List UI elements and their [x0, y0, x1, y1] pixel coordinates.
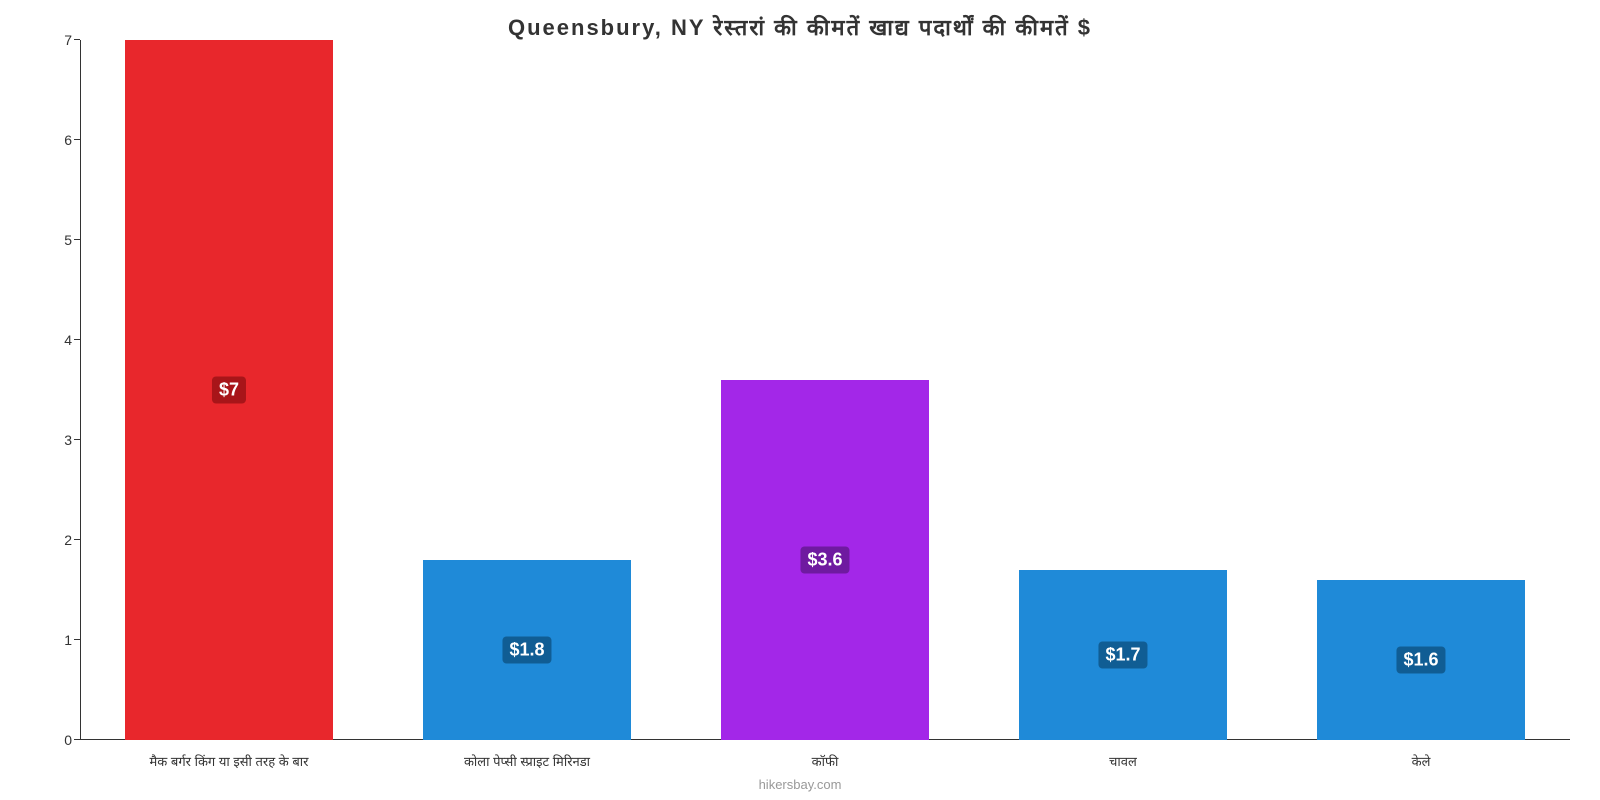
bar-label-3: $1.7 [1098, 642, 1147, 669]
bar-label-0: $7 [212, 377, 246, 404]
x-label-0: मैक बर्गर किंग या इसी तरह के बार [150, 752, 309, 770]
bar-slot-1: $1.8 [378, 40, 676, 740]
bar-0: $7 [125, 40, 334, 740]
x-label-2: कॉफी [812, 752, 839, 770]
y-tick-2: 2 [64, 532, 72, 548]
bar-label-4: $1.6 [1396, 647, 1445, 674]
y-axis: 0 1 2 3 4 5 6 7 [50, 40, 80, 740]
y-tick-3: 3 [64, 432, 72, 448]
bar-1: $1.8 [423, 560, 632, 740]
x-labels: मैक बर्गर किंग या इसी तरह के बार कोला पे… [80, 752, 1570, 772]
y-tick-1: 1 [64, 632, 72, 648]
bar-3: $1.7 [1019, 570, 1228, 740]
bar-4: $1.6 [1317, 580, 1526, 740]
x-label-1: कोला पेप्सी स्प्राइट मिरिनडा [464, 752, 590, 770]
x-label-3: चावल [1109, 752, 1137, 770]
y-tick-7: 7 [64, 32, 72, 48]
bar-label-2: $3.6 [800, 547, 849, 574]
chart-container: Queensbury, NY रेस्तरां की कीमतें खाद्य … [0, 0, 1600, 800]
bar-slot-2: $3.6 [676, 40, 974, 740]
y-tick-5: 5 [64, 232, 72, 248]
y-tick-0: 0 [64, 732, 72, 748]
attribution: hikersbay.com [759, 777, 842, 792]
bar-slot-4: $1.6 [1272, 40, 1570, 740]
bar-2: $3.6 [721, 380, 930, 740]
plot-area: 0 1 2 3 4 5 6 7 $7 $1.8 [50, 40, 1570, 740]
bar-slot-0: $7 [80, 40, 378, 740]
bars-area: $7 $1.8 $3.6 $1.7 $1.6 [80, 40, 1570, 740]
chart-title: Queensbury, NY रेस्तरां की कीमतें खाद्य … [0, 0, 1600, 42]
y-tick-4: 4 [64, 332, 72, 348]
bar-label-1: $1.8 [502, 637, 551, 664]
x-label-4: केले [1412, 752, 1431, 770]
bar-slot-3: $1.7 [974, 40, 1272, 740]
y-tick-6: 6 [64, 132, 72, 148]
